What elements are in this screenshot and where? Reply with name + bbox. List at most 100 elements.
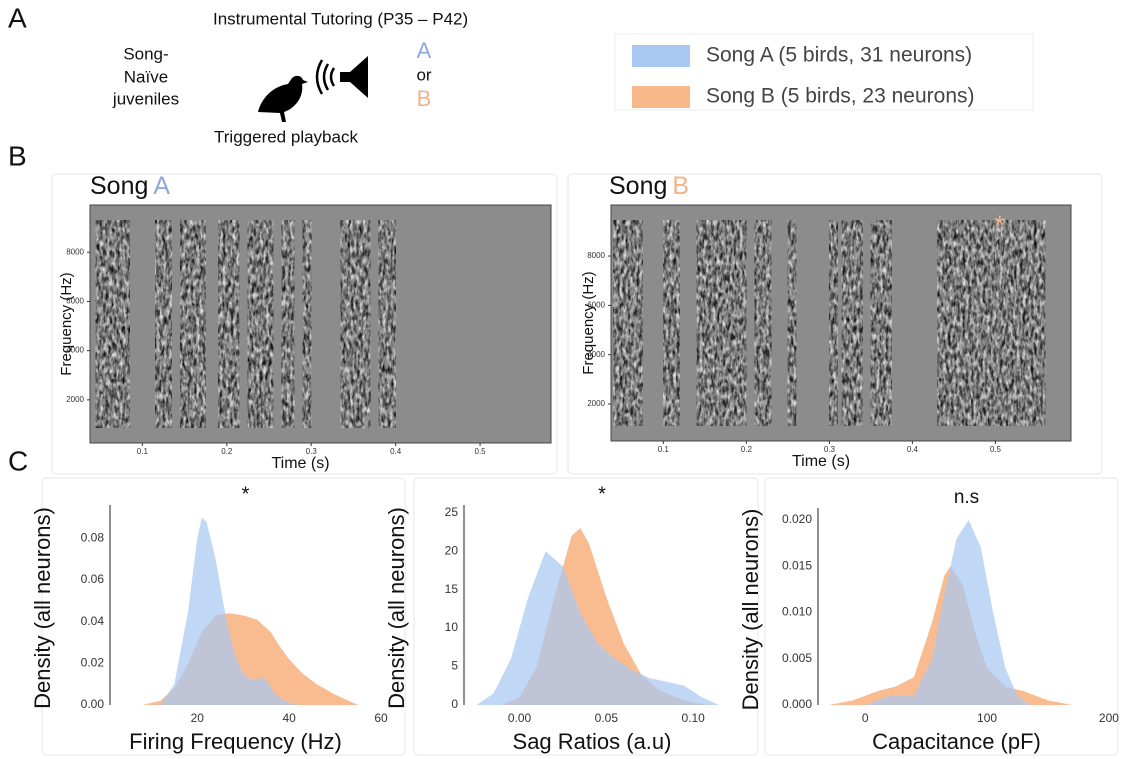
syllable-light — [787, 220, 797, 426]
title-letter: B — [672, 172, 689, 200]
option-a: A — [417, 38, 432, 63]
syllable-light — [829, 220, 838, 426]
x-tick-label: 0.3 — [306, 447, 318, 456]
syllable-light — [218, 220, 240, 428]
y-tick-label: 4000 — [66, 346, 84, 355]
annotation: n.s — [954, 487, 979, 508]
y-tick-label: 6000 — [587, 300, 605, 309]
x-tick-label: 0.1 — [658, 445, 670, 454]
syllable-light — [247, 220, 274, 428]
group-line: Song- — [123, 44, 168, 63]
density-area — [476, 551, 720, 705]
syllable-light — [281, 220, 295, 428]
x-axis-label: Firing Frequency (Hz) — [129, 729, 342, 754]
syllable-light — [302, 220, 312, 428]
legend-label: Song A (5 birds, 31 neurons) — [706, 44, 972, 67]
x-tick-label: 0.4 — [907, 445, 919, 454]
x-tick-label: 0.2 — [221, 447, 233, 456]
y-tick-label: 0.000 — [782, 697, 812, 711]
x-tick-label: 0.4 — [390, 447, 402, 456]
y-tick-label: 4000 — [587, 350, 605, 359]
option-b: B — [417, 86, 432, 111]
syllable-light — [663, 220, 680, 426]
annotation: * — [242, 483, 250, 505]
y-tick-label: 8000 — [587, 251, 605, 260]
panel-frame — [51, 173, 558, 475]
legend-label: Song B (5 birds, 23 neurons) — [706, 85, 975, 108]
density-area — [160, 517, 299, 705]
y-tick-label: 0.02 — [81, 656, 105, 670]
legend-swatch — [632, 45, 690, 67]
x-tick-label: 0.2 — [741, 445, 753, 454]
y-tick-label: 15 — [445, 582, 459, 596]
x-tick-label: 0 — [862, 711, 869, 725]
spectrogram-title: Song B — [609, 172, 689, 200]
panel-label: C — [8, 445, 28, 476]
panel-label: A — [8, 2, 27, 33]
panel-frame — [41, 477, 406, 756]
panel-label: B — [8, 140, 27, 171]
title-letter: A — [153, 172, 170, 200]
x-tick-label: 0.00 — [508, 711, 532, 725]
syllable-light — [340, 220, 371, 428]
x-tick-label: 0.1 — [137, 447, 149, 456]
legend-swatch — [632, 86, 690, 108]
x-tick-label: 20 — [191, 711, 205, 725]
x-tick-label: 60 — [374, 711, 388, 725]
x-tick-label: 200 — [1099, 711, 1119, 725]
panel-frame — [567, 173, 1103, 475]
y-tick-label: 0.04 — [81, 614, 105, 628]
x-tick-label: 0.3 — [824, 445, 836, 454]
option-or: or — [416, 65, 431, 84]
title-word: Song — [609, 172, 667, 200]
tutoring-title: Instrumental Tutoring (P35 – P42) — [213, 9, 468, 28]
y-tick-label: 0.020 — [782, 512, 812, 526]
syllable-light — [613, 220, 643, 426]
y-tick-label: 0.010 — [782, 605, 812, 619]
syllable-light — [180, 220, 206, 428]
y-tick-label: 2000 — [66, 395, 84, 404]
panel-frame — [413, 477, 759, 756]
x-tick-label: 0.5 — [475, 447, 487, 456]
x-axis-label: Sag Ratios (a.u) — [513, 729, 672, 754]
y-axis-label: Frequency (Hz) — [58, 272, 75, 375]
syllable-light — [754, 220, 772, 426]
annotation: * — [994, 209, 1005, 240]
y-tick-label: 0.015 — [782, 558, 812, 572]
caption: Triggered playback — [214, 127, 358, 146]
syllable-light — [841, 220, 863, 426]
bird-icon — [258, 75, 308, 122]
y-tick-label: 8000 — [66, 247, 84, 256]
title-word: Song — [90, 172, 148, 200]
syllable-light — [155, 220, 172, 428]
sound-waves — [315, 59, 336, 95]
x-tick-label: 0.5 — [990, 445, 1002, 454]
annotation: * — [598, 483, 606, 505]
y-tick-label: 0 — [451, 697, 458, 711]
speaker-icon — [340, 56, 368, 98]
y-tick-label: 0.08 — [81, 531, 105, 545]
x-tick-label: 0.10 — [681, 711, 705, 725]
syllable-light — [696, 220, 747, 426]
y-tick-label: 2000 — [587, 399, 605, 408]
x-axis-label: Time (s) — [271, 455, 329, 472]
density-area — [865, 520, 1030, 705]
y-tick-label: 20 — [445, 543, 459, 557]
y-tick-label: 5 — [451, 659, 458, 673]
y-tick-label: 0.00 — [81, 697, 105, 711]
y-tick-label: 0.005 — [782, 651, 812, 665]
syllable-light — [95, 220, 130, 428]
group-line: Naïve — [124, 67, 168, 86]
x-axis-label: Time (s) — [792, 453, 850, 470]
y-tick-label: 10 — [445, 620, 459, 634]
y-tick-label: 6000 — [66, 297, 84, 306]
x-tick-label: 100 — [977, 711, 997, 725]
panel-frame — [764, 477, 1119, 756]
spectrogram-title: Song A — [90, 172, 170, 200]
syllable-light — [870, 220, 892, 426]
y-axis-label: Density (all neurons) — [738, 509, 763, 711]
syllable-light — [378, 220, 396, 428]
y-tick-label: 0.06 — [81, 572, 105, 586]
syllable-light — [937, 220, 1046, 426]
